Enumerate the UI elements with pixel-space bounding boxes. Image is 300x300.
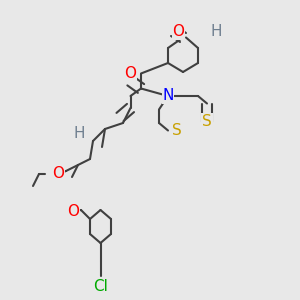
Text: S: S bbox=[202, 114, 212, 129]
Text: O: O bbox=[68, 204, 80, 219]
Text: Cl: Cl bbox=[93, 279, 108, 294]
Text: H: H bbox=[74, 126, 85, 141]
Text: H: H bbox=[210, 24, 222, 39]
Text: O: O bbox=[52, 167, 64, 182]
Text: O: O bbox=[172, 24, 184, 39]
Text: S: S bbox=[172, 123, 182, 138]
Text: O: O bbox=[124, 66, 136, 81]
Text: N: N bbox=[162, 88, 174, 104]
